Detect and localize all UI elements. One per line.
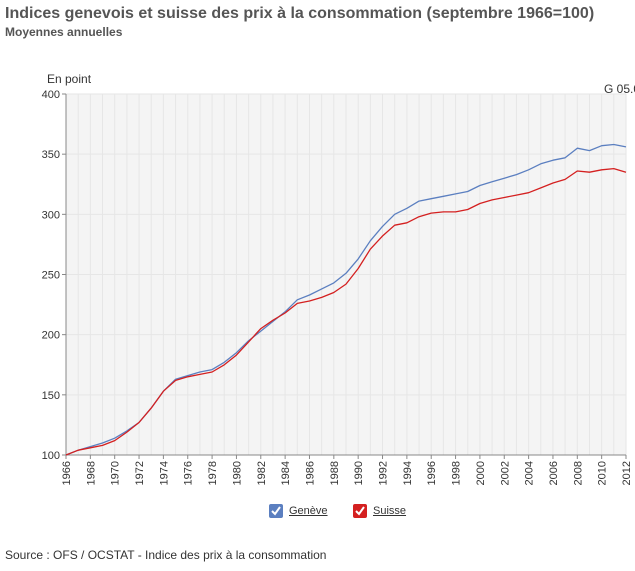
x-tick-label: 1970: [110, 461, 122, 485]
x-tick-label: 1966: [61, 461, 73, 485]
chart-subtitle: Moyennes annuelles: [5, 25, 123, 39]
x-tick-label: 1978: [207, 461, 219, 485]
x-tick-label: 1968: [85, 461, 97, 485]
x-tick-label: 1982: [256, 461, 268, 485]
y-tick-label: 200: [42, 330, 60, 342]
y-tick-label: 350: [42, 149, 60, 161]
x-tick-label: 1976: [183, 461, 195, 485]
series-line-suisse: [65, 167, 627, 456]
x-tick-label: 2004: [524, 461, 536, 485]
legend-item-suisse[interactable]: Suisse: [353, 504, 406, 518]
checkbox-checked-icon[interactable]: [353, 504, 367, 518]
x-tick-label: 2006: [548, 461, 560, 485]
y-tick-label: 250: [42, 270, 60, 282]
source-note: Source : OFS / OCSTAT - Indice des prix …: [5, 548, 327, 562]
line-chart: 100 150 200 250 300 350 400 1966 1968 1970 1972 197…: [42, 89, 633, 485]
x-tick-label: 1974: [158, 461, 170, 485]
x-tick-label: 1984: [280, 461, 292, 485]
chart-code: G 05.0: [604, 82, 635, 96]
y-tick-label: 100: [42, 450, 60, 462]
chart-title: Indices genevois et suisse des prix à la…: [5, 5, 595, 22]
x-tick-label: 2012: [621, 461, 633, 485]
legend-item-geneve[interactable]: Genève: [269, 504, 328, 518]
x-tick-label: 1988: [329, 461, 341, 485]
x-tick-label: 2010: [597, 461, 609, 485]
x-tick-label: 1992: [378, 461, 390, 485]
y-tick-label: 300: [42, 209, 60, 221]
y-tick-label: 400: [42, 89, 60, 101]
x-tick-label: 1998: [451, 461, 463, 485]
x-tick-label: 1980: [231, 461, 243, 485]
x-tick-label: 2000: [475, 461, 487, 485]
x-tick-label: 2008: [572, 461, 584, 485]
y-axis-unit-label: En point: [47, 72, 92, 86]
y-tick-label: 150: [42, 390, 60, 402]
legend-label-suisse: Suisse: [373, 505, 407, 517]
x-tick-label: 1972: [134, 461, 146, 485]
x-tick-label: 1986: [304, 461, 316, 485]
x-tick-label: 2002: [499, 461, 511, 485]
x-tick-label: 1996: [426, 461, 438, 485]
x-tick-label: 1994: [402, 461, 414, 485]
checkbox-checked-icon[interactable]: [269, 504, 283, 518]
x-tick-label: 1990: [353, 461, 365, 485]
legend-label-geneve: Genève: [289, 505, 328, 517]
